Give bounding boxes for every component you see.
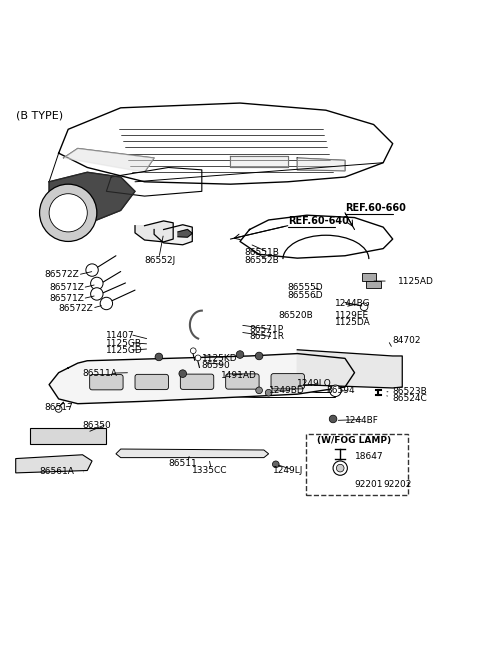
Text: 86350: 86350: [83, 421, 111, 429]
Text: 92202: 92202: [383, 480, 411, 489]
Text: 1491AD: 1491AD: [221, 371, 257, 379]
Text: 1244BG: 1244BG: [336, 299, 371, 308]
Text: 86551B: 86551B: [245, 248, 280, 257]
FancyBboxPatch shape: [180, 374, 214, 389]
Circle shape: [100, 297, 113, 310]
Polygon shape: [63, 149, 154, 172]
Text: 1125DA: 1125DA: [336, 318, 371, 327]
Text: 1335CC: 1335CC: [192, 466, 228, 475]
Text: 86552J: 86552J: [144, 256, 176, 264]
Text: 86571Z: 86571Z: [49, 283, 84, 292]
Text: 1249BD: 1249BD: [269, 386, 304, 395]
FancyBboxPatch shape: [135, 375, 168, 389]
Text: 18647: 18647: [355, 452, 383, 461]
Circle shape: [191, 348, 196, 354]
Text: 86524C: 86524C: [393, 395, 428, 403]
Circle shape: [179, 370, 187, 377]
Circle shape: [91, 288, 103, 300]
Circle shape: [55, 405, 62, 412]
Polygon shape: [297, 350, 402, 388]
Circle shape: [255, 352, 263, 360]
Circle shape: [329, 415, 337, 423]
Polygon shape: [178, 229, 192, 237]
Polygon shape: [49, 354, 355, 403]
Text: (B TYPE): (B TYPE): [16, 110, 63, 120]
Text: 1244BF: 1244BF: [345, 416, 379, 425]
Text: 11407: 11407: [107, 331, 135, 341]
Text: 1125GD: 1125GD: [107, 346, 143, 355]
Text: 86511A: 86511A: [83, 369, 118, 378]
Text: 84702: 84702: [393, 336, 421, 345]
Text: 86572Z: 86572Z: [44, 270, 79, 280]
Bar: [362, 274, 376, 281]
Text: REF.60-640: REF.60-640: [288, 215, 348, 225]
Text: 86571R: 86571R: [250, 332, 285, 341]
Text: 1249LQ: 1249LQ: [297, 379, 332, 388]
Polygon shape: [154, 225, 192, 245]
Circle shape: [336, 464, 344, 472]
Text: 86520B: 86520B: [278, 311, 313, 320]
Bar: [366, 280, 381, 288]
Text: 86556D: 86556D: [288, 291, 324, 300]
Text: 1249LJ: 1249LJ: [274, 466, 304, 475]
Circle shape: [49, 194, 87, 232]
Text: 86594: 86594: [326, 386, 355, 395]
Circle shape: [195, 355, 201, 361]
Text: 1129EE: 1129EE: [336, 311, 370, 320]
Polygon shape: [297, 158, 345, 171]
Circle shape: [155, 353, 163, 361]
FancyBboxPatch shape: [226, 374, 259, 389]
Polygon shape: [30, 427, 107, 444]
Text: REF.60-660: REF.60-660: [345, 203, 406, 213]
Circle shape: [91, 277, 103, 290]
Text: 86555D: 86555D: [288, 283, 324, 292]
Text: (W/FOG LAMP): (W/FOG LAMP): [317, 436, 392, 445]
Text: 86552B: 86552B: [245, 256, 279, 264]
Text: 1125KD: 1125KD: [202, 354, 238, 363]
Text: 86590: 86590: [202, 361, 230, 370]
Circle shape: [273, 461, 279, 468]
Circle shape: [39, 184, 97, 242]
Circle shape: [360, 303, 368, 310]
Text: 1125AD: 1125AD: [397, 276, 433, 286]
Circle shape: [256, 387, 263, 393]
Circle shape: [265, 389, 272, 396]
Text: 86571Z: 86571Z: [49, 294, 84, 303]
Text: 86523B: 86523B: [393, 387, 428, 396]
Text: 86561A: 86561A: [39, 467, 74, 476]
Text: 86571P: 86571P: [250, 325, 284, 334]
Polygon shape: [230, 155, 288, 167]
Polygon shape: [116, 449, 269, 458]
Polygon shape: [49, 172, 135, 220]
Text: 1125GB: 1125GB: [107, 339, 143, 348]
Circle shape: [86, 264, 98, 276]
FancyBboxPatch shape: [306, 434, 408, 495]
FancyBboxPatch shape: [90, 375, 123, 390]
Circle shape: [330, 385, 341, 397]
Text: 86517: 86517: [44, 403, 73, 411]
Polygon shape: [16, 455, 92, 473]
Text: 92201: 92201: [355, 480, 383, 489]
Circle shape: [236, 351, 244, 359]
Circle shape: [333, 461, 348, 475]
Text: 86572Z: 86572Z: [59, 304, 94, 312]
Polygon shape: [135, 221, 173, 242]
FancyBboxPatch shape: [271, 373, 304, 389]
Text: 86511: 86511: [168, 459, 197, 468]
